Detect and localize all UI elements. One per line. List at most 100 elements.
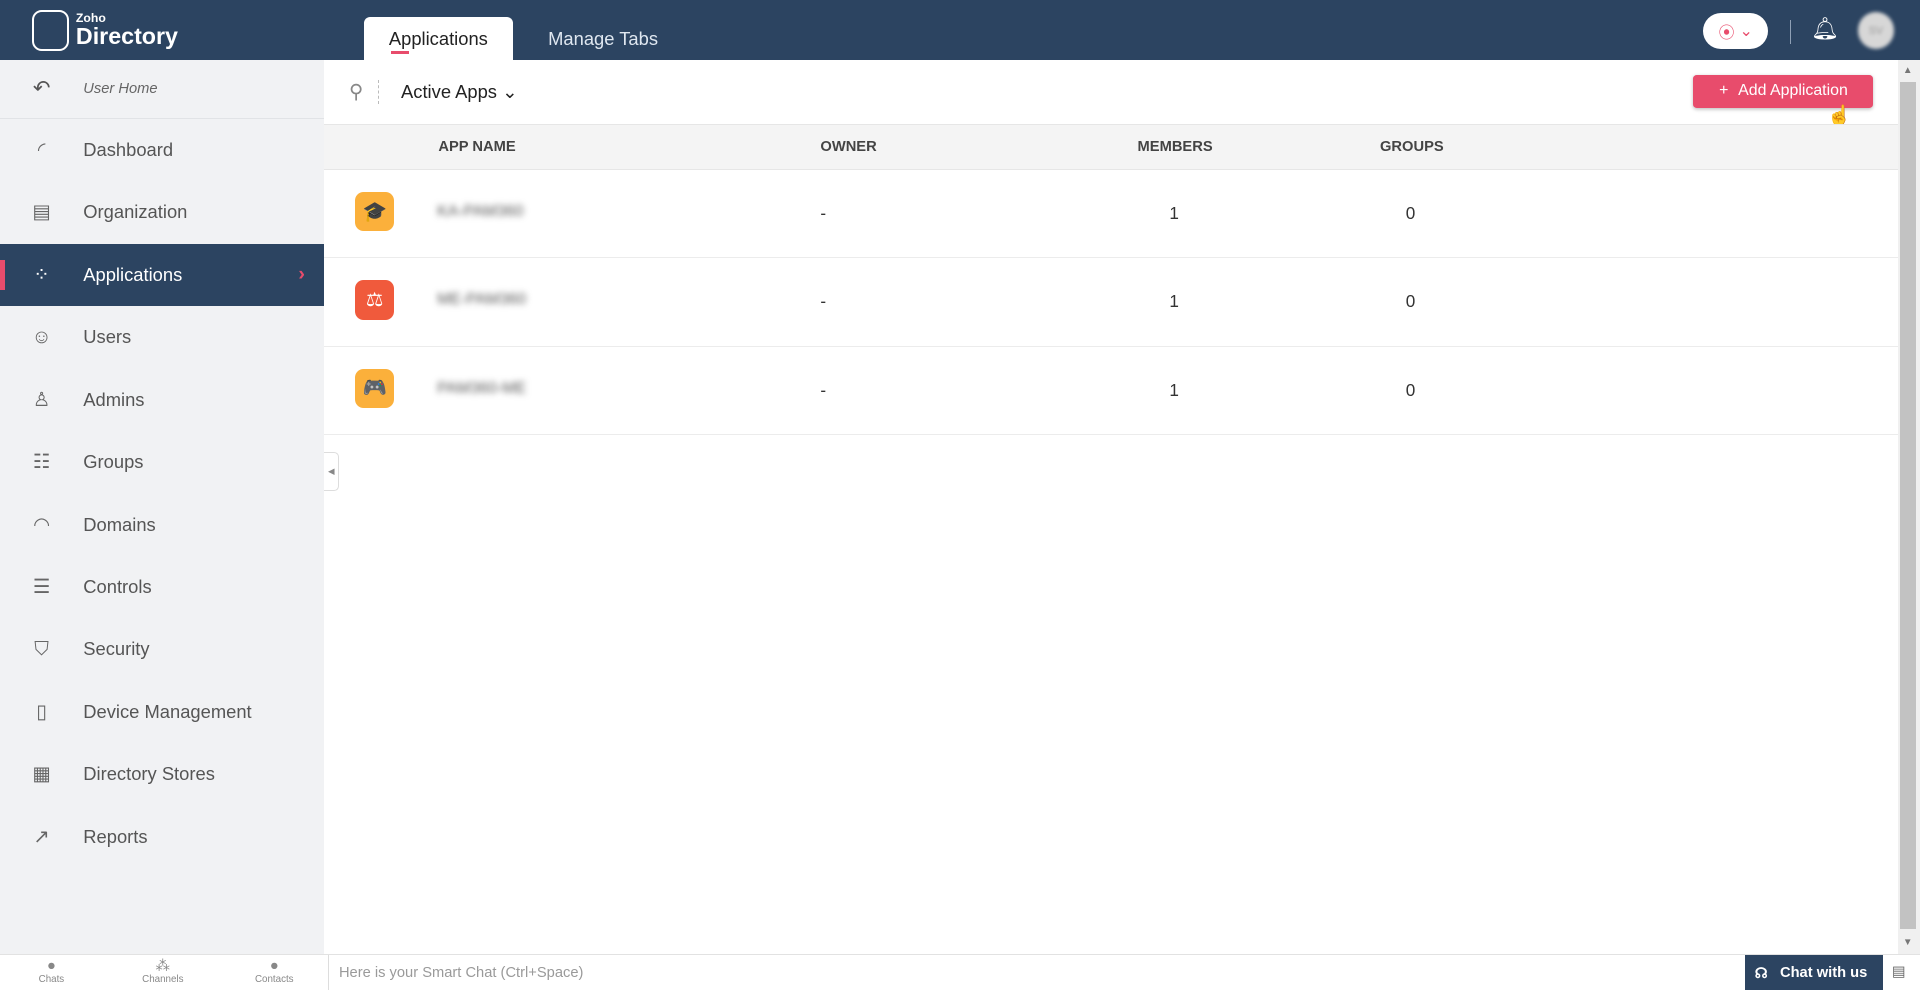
screen-record-button[interactable]: ⦿ ⌄ (1703, 13, 1769, 49)
chat-with-us-label: Chat with us (1779, 965, 1868, 982)
user-home-link[interactable]: ↶ User Home (0, 60, 325, 119)
user-home-label: User Home (83, 80, 158, 97)
scroll-down-icon[interactable]: ▼ (1902, 936, 1913, 948)
app-name[interactable]: KA-PAM360 (437, 203, 524, 221)
sidebar-item-label: Groups (83, 451, 144, 473)
sliders-icon: ☰ (32, 576, 51, 599)
members-count: 1 (1169, 291, 1179, 312)
chat-with-us-button[interactable]: ☊ Chat with us (1744, 954, 1884, 990)
sidebar-item-controls[interactable]: ☰ Controls (0, 556, 324, 618)
sidebar-item-users[interactable]: ☺ Users (0, 306, 324, 368)
plus-icon: + (1719, 82, 1729, 100)
active-apps-filter[interactable]: Active Apps ⌄ (401, 81, 517, 103)
chart-icon: ↗ (33, 825, 50, 848)
owner: - (820, 291, 827, 312)
app-name[interactable]: ME-PAM360 (437, 291, 527, 309)
logo-small-text: Zoho (75, 11, 106, 26)
sidebar-item-label: Applications (83, 263, 183, 285)
sidebar-item-groups[interactable]: ☷ Groups (0, 431, 324, 493)
tab-applications[interactable]: Applications (363, 17, 514, 60)
filter-label: Active Apps (401, 80, 497, 102)
chats-button[interactable]: ● Chats (15, 957, 88, 986)
graduation-cap-icon: 🎓 (355, 192, 395, 232)
scales-icon: ⚖ (355, 280, 395, 320)
column-app-name[interactable]: APP NAME (438, 139, 516, 156)
chevron-right-icon: › (298, 263, 305, 286)
sidebar: ↶ User Home ◜ Dashboard ▤ Organization ⁘ Appli… (0, 60, 325, 954)
building-icon: ▤ (32, 201, 51, 224)
owner: - (820, 203, 827, 224)
device-gear-icon: ▯ (36, 700, 48, 723)
contact-icon: ● (269, 957, 279, 974)
chats-label: Chats (38, 974, 65, 986)
add-application-button[interactable]: + Add Application (1693, 74, 1874, 108)
scrollbar-thumb[interactable] (1900, 82, 1917, 930)
logo-big-text: Directory (75, 23, 178, 50)
sidebar-item-admins[interactable]: ♙ Admins (0, 369, 324, 431)
channels-button[interactable]: ⁂ Channels (126, 957, 199, 986)
top-header: Zoho Directory Applications Manage Tabs ⦿… (0, 0, 1920, 60)
sidebar-item-label: Directory Stores (83, 763, 215, 785)
hand-cursor-icon: ☝ (1827, 105, 1852, 128)
owner: - (820, 379, 827, 400)
sidebar-item-label: Reports (83, 825, 148, 847)
apps-icon: ⁘ (33, 263, 50, 286)
add-application-label: Add Application (1738, 82, 1848, 100)
sidebar-item-label: Users (83, 326, 132, 348)
avatar[interactable]: SV (1857, 12, 1895, 49)
gauge-icon: ◜ (37, 138, 46, 161)
table-row[interactable]: 🎮 PAM360-ME - 1 0 (324, 347, 1898, 435)
chat-bubble-icon: ● (46, 957, 56, 974)
gamepad-icon: 🎮 (355, 368, 395, 408)
column-owner[interactable]: OWNER (820, 139, 877, 156)
scroll-up-icon[interactable]: ▲ (1902, 64, 1913, 76)
back-arrow-icon: ↶ (32, 77, 51, 101)
toolbar: ⚲ Active Apps ⌄ + Add Application ☝ (324, 60, 1897, 127)
sidebar-item-label: Controls (83, 576, 152, 598)
zoho-directory-logo[interactable]: Zoho Directory (31, 9, 178, 52)
groups-count: 0 (1405, 291, 1416, 312)
scrollbar[interactable]: ▲ ▼ (1897, 60, 1920, 954)
channels-label: Channels (142, 974, 184, 986)
bell-icon[interactable]: 🔔︎ (1811, 15, 1840, 41)
record-icon: ⦿ (1718, 24, 1735, 42)
groups-count: 0 (1405, 203, 1416, 224)
sidebar-item-label: Domains (83, 513, 156, 535)
chevron-down-icon: ⌄ (502, 80, 518, 102)
members-count: 1 (1169, 379, 1179, 400)
tab-manage-tabs[interactable]: Manage Tabs (548, 27, 659, 49)
sidebar-item-dashboard[interactable]: ◜ Dashboard (0, 119, 324, 181)
shield-icon: ⛉ (34, 637, 49, 660)
search-icon[interactable]: ⚲ (348, 80, 364, 103)
groups-icon: ☷ (32, 451, 51, 474)
sidebar-item-label: Admins (83, 388, 145, 410)
notes-icon[interactable]: ▤ (1891, 964, 1906, 981)
divider (378, 79, 379, 105)
chevron-down-icon: ⌄ (1739, 23, 1753, 41)
admin-icon: ♙ (32, 388, 51, 411)
sidebar-item-device-management[interactable]: ▯ Device Management (0, 681, 324, 743)
collapse-sidebar-button[interactable]: ◀ (324, 451, 340, 491)
sidebar-item-directory-stores[interactable]: ▦ Directory Stores (0, 743, 324, 805)
table-row[interactable]: 🎓 KA-PAM360 - 1 0 (324, 170, 1898, 259)
sidebar-item-label: Organization (83, 201, 188, 223)
sidebar-item-applications[interactable]: ⁘ Applications › (0, 243, 325, 307)
sidebar-item-label: Device Management (83, 700, 252, 722)
sidebar-item-organization[interactable]: ▤ Organization (0, 181, 324, 243)
sidebar-item-label: Dashboard (83, 138, 174, 160)
stores-icon: ▦ (32, 763, 51, 786)
sidebar-item-domains[interactable]: ◠ Domains (0, 493, 324, 555)
bottom-bar: ● Chats ⁂ Channels ● Contacts Here is your … (0, 953, 1920, 990)
smart-chat-input[interactable]: Here is your Smart Chat (Ctrl+Space) (328, 954, 1745, 990)
column-members[interactable]: MEMBERS (1137, 139, 1213, 156)
contacts-button[interactable]: ● Contacts (238, 957, 311, 986)
app-name[interactable]: PAM360-ME (437, 379, 527, 397)
divider (1790, 19, 1792, 45)
channels-icon: ⁂ (155, 957, 171, 974)
groups-count: 0 (1405, 379, 1416, 400)
table-row[interactable]: ⚖ ME-PAM360 - 1 0 (324, 258, 1898, 347)
sidebar-item-security[interactable]: ⛉ Security (0, 618, 324, 680)
sidebar-item-reports[interactable]: ↗ Reports (0, 806, 324, 868)
headset-icon: ☊ (1754, 965, 1768, 982)
column-groups[interactable]: GROUPS (1380, 139, 1444, 156)
